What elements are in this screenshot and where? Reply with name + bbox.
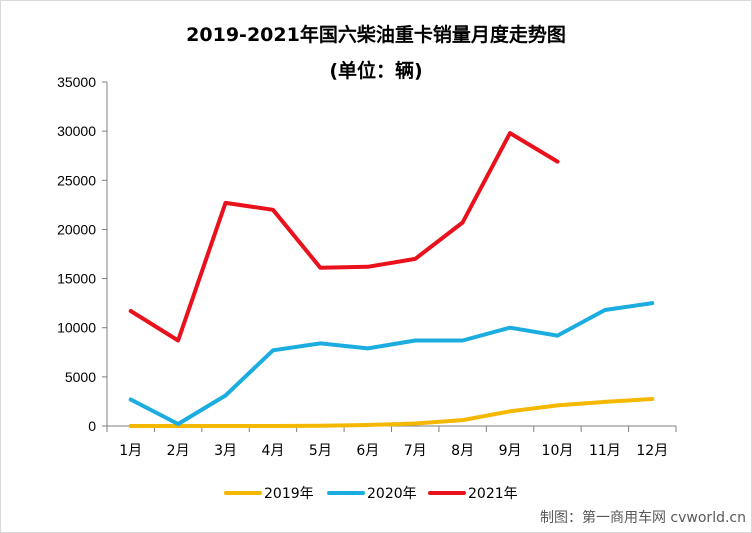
x-tick-label: 9月: [499, 443, 522, 459]
chart-subtitle: (单位：辆): [329, 60, 423, 82]
legend-label: 2019年: [264, 486, 314, 502]
y-tick-label: 5000: [65, 369, 96, 385]
series-layer: [128, 131, 655, 428]
legend-label: 2021年: [468, 486, 518, 502]
y-tick-label: 25000: [57, 172, 96, 188]
x-tick-label: 8月: [451, 443, 474, 459]
x-tick-label: 6月: [356, 443, 379, 459]
legend: 2019年 2020年 2021年: [224, 486, 518, 502]
series-line-2020: [128, 301, 655, 426]
y-tick-label: 10000: [57, 320, 96, 336]
x-tick-label: 3月: [214, 443, 237, 459]
x-tick-label: 10月: [542, 443, 574, 459]
axes: 0 5000 10000 15000 20000 25000 30000 35000 1月 2月 3…: [57, 74, 677, 459]
chart-credit: 制图：第一商用车网 cvworld.cn: [539, 510, 746, 526]
y-tick-label: 20000: [57, 221, 96, 237]
x-tick-label: 2月: [167, 443, 190, 459]
x-tick-label: 1月: [119, 443, 142, 459]
y-tick-label: 15000: [57, 271, 96, 287]
series-line-2021: [128, 131, 560, 343]
y-tick-label: 35000: [57, 74, 96, 90]
x-tick-label: 5月: [309, 443, 332, 459]
y-tick-label: 0: [88, 418, 96, 434]
x-tick-label: 7月: [404, 443, 427, 459]
x-tick-label: 12月: [636, 443, 668, 459]
y-tick-label: 30000: [57, 123, 96, 139]
x-tick-label: 4月: [261, 443, 284, 459]
chart-title: 2019-2021年国六柴油重卡销量月度走势图: [186, 24, 566, 46]
series-line-2019: [128, 397, 655, 428]
x-tick-label: 11月: [589, 443, 621, 459]
legend-label: 2020年: [367, 486, 417, 502]
